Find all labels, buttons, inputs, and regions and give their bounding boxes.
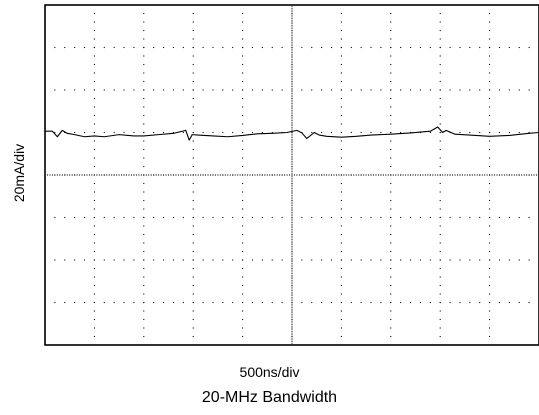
grid-hline [54, 216, 539, 219]
grid-hline [54, 259, 539, 261]
chart-caption: 20-MHz Bandwidth [201, 389, 338, 406]
y-axis-label: 20mA/div [11, 143, 27, 203]
plot-frame [44, 4, 539, 346]
grid-hline [54, 89, 539, 91]
x-axis-label: 500ns/div [239, 364, 300, 380]
center-horizontal-axis [46, 174, 538, 176]
center-vertical-axis [291, 6, 293, 346]
grid-hline [54, 301, 539, 304]
grid-hline [54, 46, 539, 49]
grid-hline [54, 131, 539, 134]
graticule-center-axes [46, 6, 538, 346]
current-trace [45, 126, 539, 141]
grid-vline [93, 12, 95, 338]
y-axis-label-container: 20mA/div [2, 118, 36, 228]
